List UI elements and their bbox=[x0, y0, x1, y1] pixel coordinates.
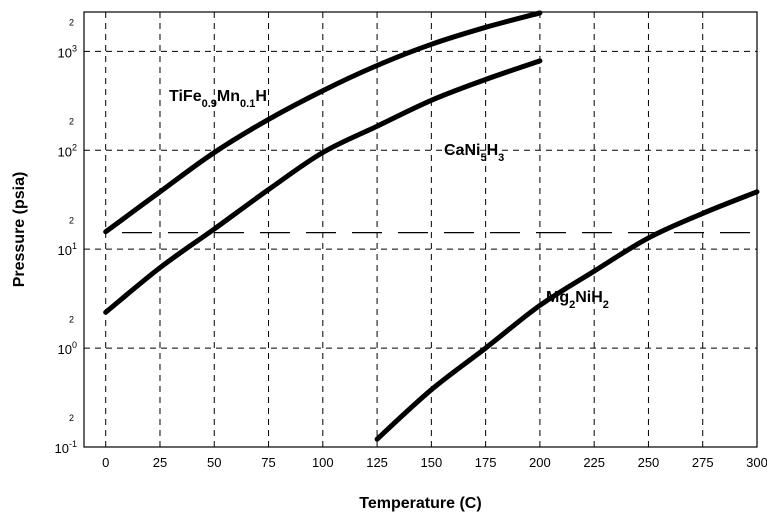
y-minor-tick-label: 2 bbox=[69, 314, 74, 324]
x-tick-label: 225 bbox=[583, 455, 605, 470]
tife-mn-h-curve bbox=[103, 10, 543, 235]
y-axis-title: Pressure (psia) bbox=[11, 172, 28, 288]
x-axis-title: Temperature (C) bbox=[359, 495, 481, 512]
x-tick-label: 75 bbox=[261, 455, 275, 470]
y-minor-tick-label: 2 bbox=[69, 116, 74, 126]
grid bbox=[84, 12, 758, 448]
y-tick-label: 102 bbox=[58, 142, 77, 159]
y-minor-tick-labels: 2 2 2 2 2 bbox=[69, 18, 74, 424]
x-tick-label: 200 bbox=[529, 455, 551, 470]
series-curves bbox=[103, 10, 760, 442]
series-labels: TiFe0.9Mn0.1H CaNi5H3 Mg2NiH2 bbox=[169, 88, 609, 311]
x-tick-label: 50 bbox=[207, 455, 221, 470]
y-tick-label: 100 bbox=[58, 340, 77, 357]
y-tick-label: 103 bbox=[58, 43, 77, 60]
y-minor-tick-label: 2 bbox=[69, 413, 74, 423]
y-tick-label: 10-1 bbox=[55, 439, 77, 456]
x-tick-label: 125 bbox=[366, 455, 388, 470]
cani5h3-label: CaNi5H3 bbox=[444, 142, 504, 164]
y-minor-tick-label: 2 bbox=[69, 18, 74, 28]
x-tick-labels: 0 25 50 75 100 125 150 175 200 225 250 275 300 bbox=[102, 455, 767, 470]
x-tick-label: 100 bbox=[312, 455, 334, 470]
x-tick-label: 0 bbox=[102, 455, 109, 470]
mg2nih2-label: Mg2NiH2 bbox=[546, 289, 609, 311]
x-tick-label: 300 bbox=[746, 455, 767, 470]
tife-mn-h-label: TiFe0.9Mn0.1H bbox=[169, 88, 267, 110]
y-tick-labels: 10-1 100 101 102 103 bbox=[55, 43, 77, 456]
cani5h3-curve bbox=[103, 58, 543, 315]
x-tick-label: 275 bbox=[692, 455, 714, 470]
x-tick-label: 250 bbox=[638, 455, 660, 470]
y-minor-tick-label: 2 bbox=[69, 215, 74, 225]
mg2nih2-curve bbox=[374, 189, 760, 442]
x-tick-label: 25 bbox=[153, 455, 167, 470]
x-tick-label: 175 bbox=[475, 455, 497, 470]
x-tick-label: 150 bbox=[421, 455, 443, 470]
plot-frame bbox=[83, 11, 758, 448]
y-tick-label: 101 bbox=[58, 241, 77, 258]
